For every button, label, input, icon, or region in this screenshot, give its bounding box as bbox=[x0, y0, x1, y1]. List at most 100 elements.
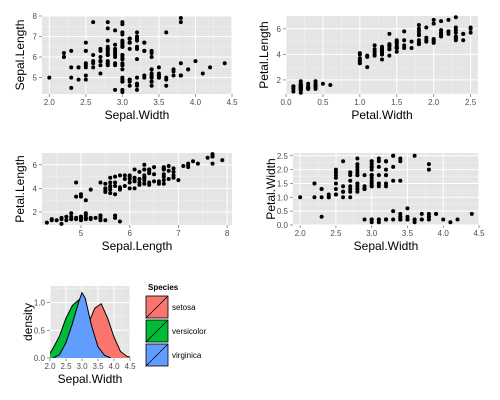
data-point bbox=[384, 167, 388, 172]
data-point bbox=[441, 217, 446, 222]
y-tick-label: 1.0 bbox=[34, 299, 46, 308]
data-point bbox=[426, 167, 431, 172]
data-point bbox=[142, 181, 147, 186]
x-tick-label: 2.0 bbox=[428, 98, 440, 107]
data-point bbox=[468, 30, 473, 35]
data-point bbox=[369, 178, 374, 183]
data-point bbox=[387, 53, 392, 58]
data-point bbox=[98, 55, 103, 60]
data-point bbox=[362, 217, 367, 222]
data-point bbox=[355, 162, 360, 167]
data-point bbox=[69, 65, 74, 70]
y-tick-label: 2.5 bbox=[277, 152, 289, 161]
data-point bbox=[357, 51, 362, 56]
data-point bbox=[453, 28, 458, 33]
data-point bbox=[142, 75, 147, 80]
data-point bbox=[122, 176, 127, 181]
data-point bbox=[365, 54, 370, 59]
data-point bbox=[348, 184, 353, 189]
data-point bbox=[369, 181, 374, 186]
data-point bbox=[74, 215, 79, 220]
data-point bbox=[355, 181, 360, 186]
data-point bbox=[319, 214, 324, 219]
data-point bbox=[362, 187, 367, 191]
x-tick-label: 4.0 bbox=[190, 98, 202, 107]
data-point bbox=[105, 20, 110, 25]
data-point bbox=[83, 48, 88, 53]
data-point bbox=[222, 61, 227, 66]
data-point bbox=[132, 175, 137, 180]
data-point bbox=[412, 217, 417, 222]
data-point bbox=[431, 37, 436, 42]
y-tick-label: 1.5 bbox=[277, 179, 289, 188]
data-point bbox=[176, 178, 181, 183]
data-point bbox=[178, 20, 183, 25]
data-point bbox=[369, 217, 374, 222]
data-point bbox=[108, 175, 113, 180]
legend-item-setosa: setosa bbox=[145, 295, 196, 319]
x-tick-label: 3.5 bbox=[153, 98, 165, 107]
data-point bbox=[135, 75, 139, 80]
data-point bbox=[149, 67, 154, 72]
data-point bbox=[47, 75, 52, 80]
data-point bbox=[333, 167, 338, 172]
legend-item-virginica: virginica bbox=[145, 343, 202, 367]
data-point bbox=[313, 83, 318, 88]
data-point bbox=[120, 44, 125, 49]
y-tick-label: 4 bbox=[33, 184, 38, 193]
x-tick-label: 4.5 bbox=[226, 98, 238, 107]
x-tick-label: 0.5 bbox=[317, 98, 329, 107]
data-point bbox=[166, 176, 171, 181]
data-point bbox=[98, 48, 103, 53]
data-point bbox=[387, 44, 392, 49]
data-point bbox=[391, 178, 396, 183]
data-point bbox=[93, 215, 98, 220]
data-point bbox=[171, 166, 176, 171]
data-point bbox=[64, 214, 69, 219]
data-point bbox=[76, 77, 81, 82]
data-point bbox=[409, 45, 414, 50]
data-point bbox=[88, 187, 93, 192]
data-point bbox=[76, 65, 81, 70]
x-tick-label: 2.0 bbox=[44, 98, 56, 107]
data-point bbox=[156, 71, 161, 76]
data-point bbox=[98, 63, 103, 68]
data-point bbox=[341, 159, 346, 164]
data-point bbox=[409, 39, 414, 44]
data-point bbox=[59, 217, 64, 222]
data-point bbox=[147, 182, 152, 187]
data-point bbox=[372, 49, 377, 54]
data-point bbox=[306, 86, 311, 91]
legend-key-slash bbox=[145, 319, 169, 343]
data-point bbox=[376, 184, 381, 189]
data-point bbox=[83, 77, 88, 82]
data-point bbox=[320, 81, 325, 86]
x-axis-title: Sepal.Length bbox=[102, 239, 173, 253]
data-point bbox=[391, 209, 396, 214]
data-point bbox=[98, 59, 103, 64]
data-point bbox=[83, 73, 88, 78]
data-point bbox=[357, 61, 362, 66]
data-point bbox=[348, 178, 353, 183]
data-point bbox=[120, 40, 125, 45]
data-point bbox=[108, 191, 113, 196]
data-point bbox=[91, 53, 96, 57]
data-point bbox=[103, 181, 108, 186]
data-point bbox=[142, 48, 147, 53]
y-tick-label: 6 bbox=[33, 161, 38, 170]
data-point bbox=[105, 59, 110, 64]
data-point bbox=[127, 176, 132, 181]
data-point bbox=[137, 182, 142, 187]
data-point bbox=[384, 173, 388, 178]
data-point bbox=[127, 40, 132, 45]
data-point bbox=[83, 198, 88, 203]
y-tick-label: 8 bbox=[33, 12, 38, 21]
x-tick-label: 6 bbox=[127, 229, 132, 238]
data-point bbox=[391, 217, 396, 222]
y-axis-title: Petal.Length bbox=[13, 155, 27, 222]
data-point bbox=[120, 75, 125, 80]
data-point bbox=[120, 79, 125, 84]
y-tick-label: 0.5 bbox=[34, 326, 46, 335]
data-point bbox=[103, 218, 108, 223]
data-point bbox=[341, 184, 346, 189]
